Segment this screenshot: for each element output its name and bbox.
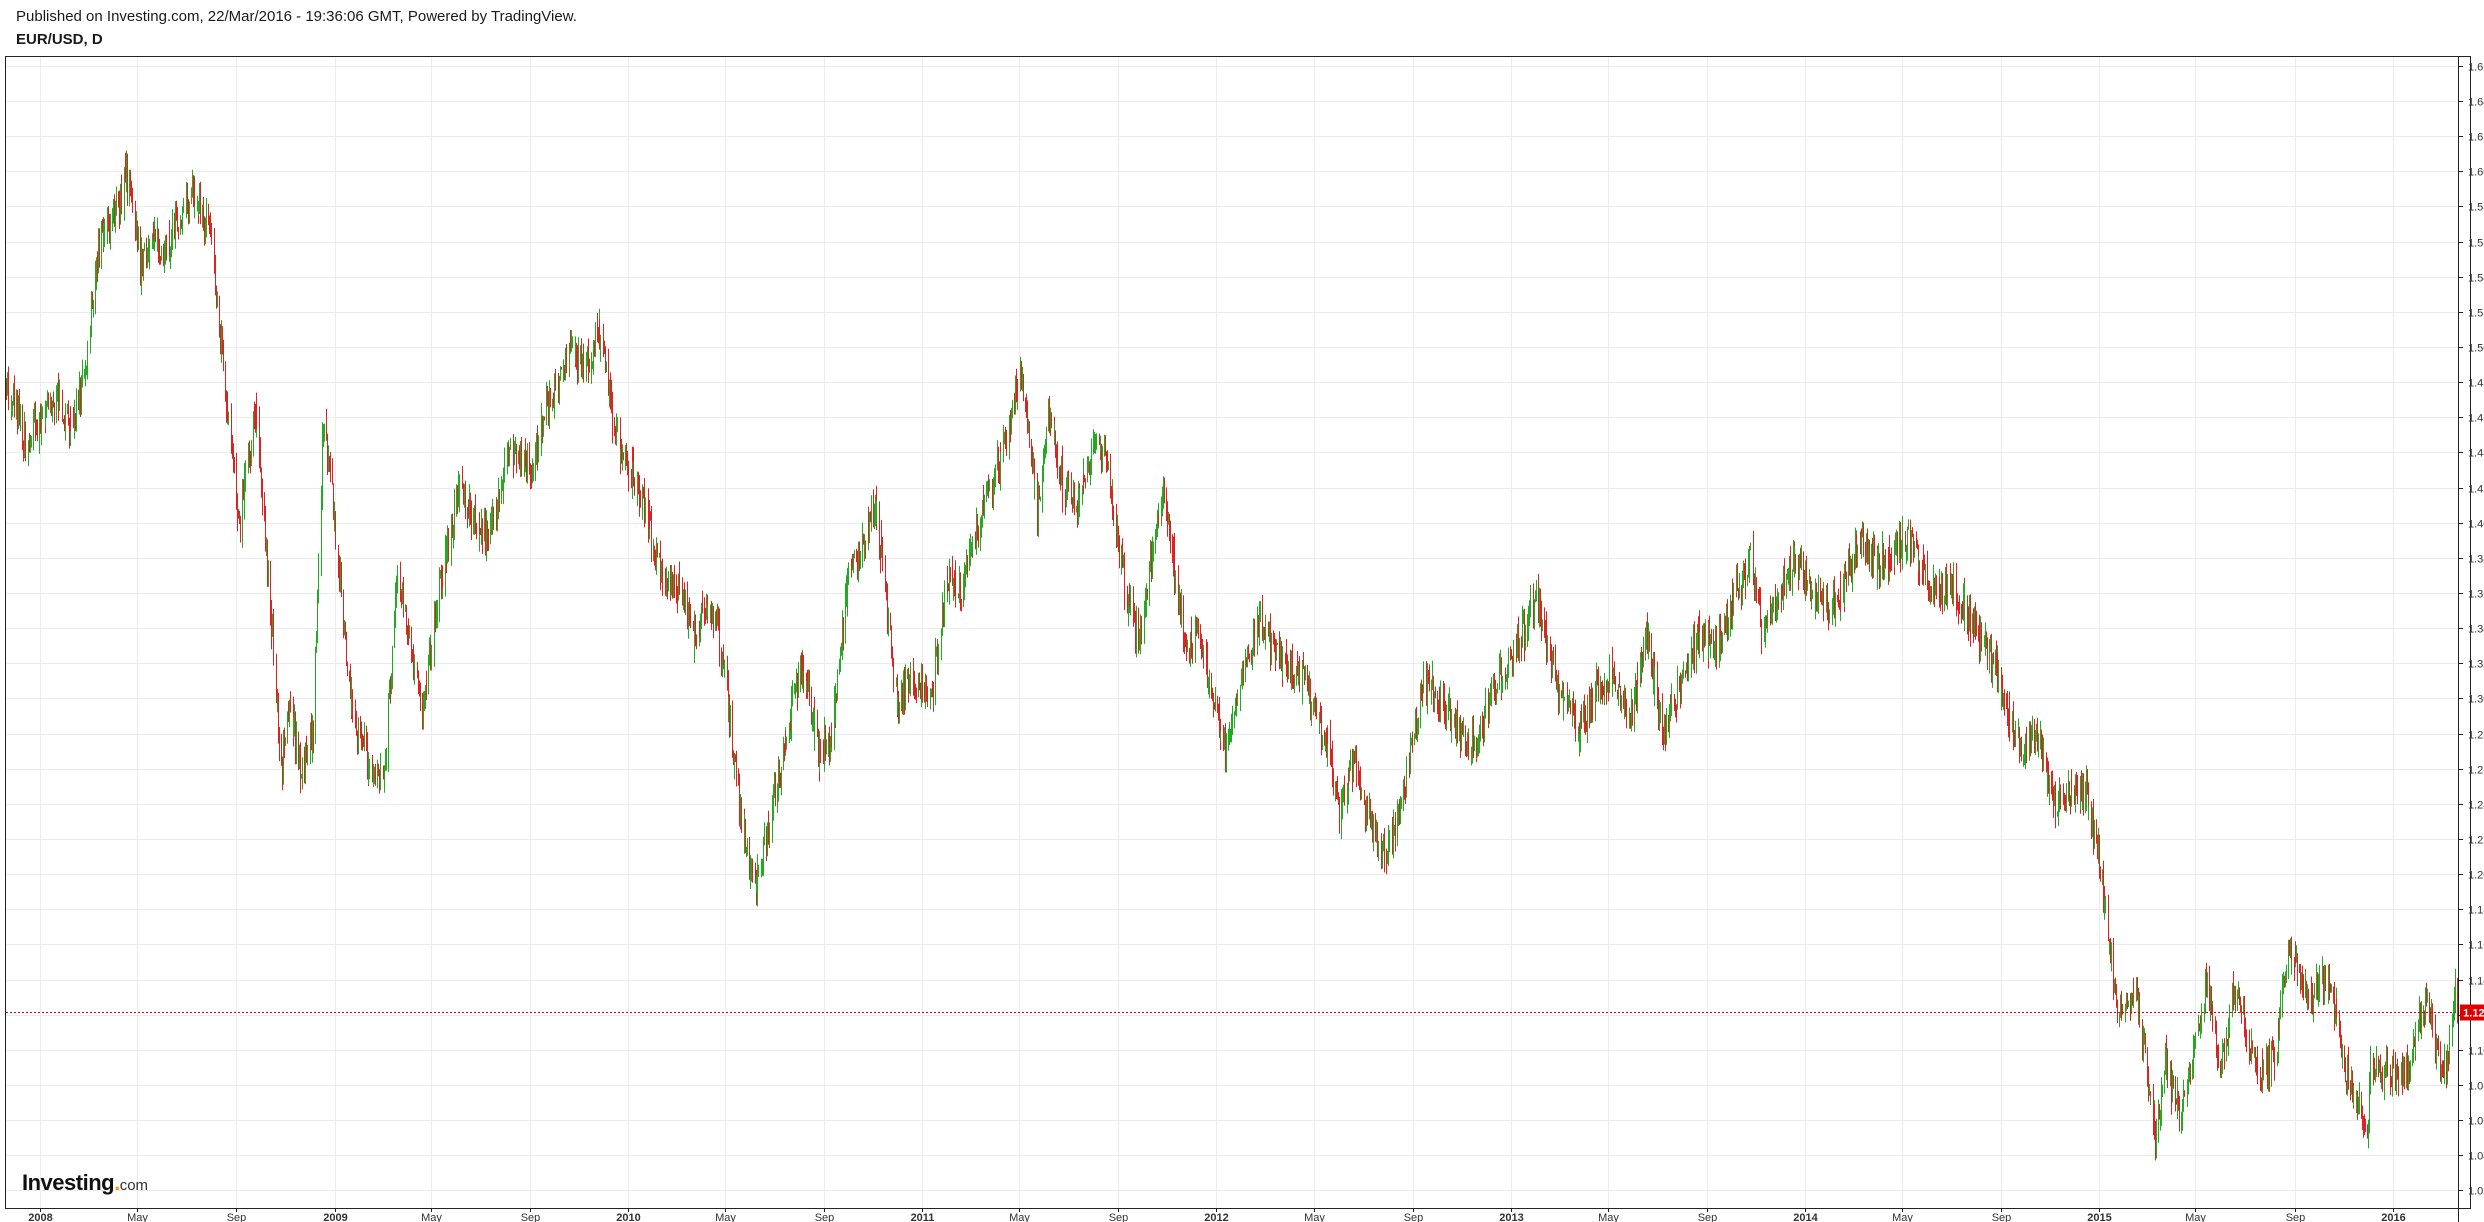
time-tick-label: 2008 xyxy=(28,1212,52,1222)
price-tick-label: 1.2600 xyxy=(2468,765,2484,777)
time-tick-label: May xyxy=(127,1212,148,1222)
price-tick-label: 1.6400 xyxy=(2468,97,2484,109)
time-axis[interactable]: 2008 May Sep 2009 May Sep 2010 May Sep 2011 May Sep… xyxy=(6,1208,2470,1222)
time-tick-label: Sep xyxy=(815,1212,835,1222)
price-tick-label: 1.4200 xyxy=(2468,484,2484,496)
price-tick-label: 1.3200 xyxy=(2468,659,2484,671)
price-tick-label: 1.3400 xyxy=(2468,624,2484,636)
last-price-badge xyxy=(2460,1004,2484,1021)
price-tick-label: 1.6000 xyxy=(2468,167,2484,179)
time-tick-label: 2013 xyxy=(1499,1212,1523,1222)
price-tick-label: 1.1800 xyxy=(2468,905,2484,917)
time-tick-label: Sep xyxy=(1109,1212,1129,1222)
price-tick-label: 1.0800 xyxy=(2468,1081,2484,1093)
price-tick-label: 1.5400 xyxy=(2468,273,2484,285)
symbol-title: EUR/USD, D xyxy=(16,31,103,48)
time-tick-label: 2012 xyxy=(1204,1212,1228,1222)
last-price-label: 1.1218 xyxy=(2463,1008,2484,1020)
price-tick-label: 1.4400 xyxy=(2468,448,2484,460)
price-tick-label: 1.5000 xyxy=(2468,343,2484,355)
time-tick-label: Sep xyxy=(227,1212,247,1222)
price-tick-label: 1.6600 xyxy=(2468,62,2484,74)
time-tick-label: 2015 xyxy=(2087,1212,2111,1222)
time-tick-label: 2009 xyxy=(323,1212,347,1222)
investing-logo: Investing.com xyxy=(22,1170,149,1195)
grid-layer xyxy=(6,57,2458,1208)
price-axis[interactable]: 1.02001.04001.06001.08001.10001.12001.14… xyxy=(2458,62,2484,1198)
price-tick-label: 1.1600 xyxy=(2468,940,2484,952)
time-tick-label: Sep xyxy=(1698,1212,1718,1222)
plot-frame xyxy=(5,56,2471,1209)
time-tick-label: Sep xyxy=(2286,1212,2306,1222)
price-tick-label: 1.2000 xyxy=(2468,870,2484,882)
time-tick-label: 2016 xyxy=(2381,1212,2405,1222)
time-tick-label: May xyxy=(2185,1212,2206,1222)
candle-layer xyxy=(6,150,2459,1161)
published-caption: Published on Investing.com, 22/Mar/2016 … xyxy=(16,8,577,25)
price-tick-label: 1.5600 xyxy=(2468,238,2484,250)
price-tick-label: 1.2800 xyxy=(2468,730,2484,742)
time-tick-label: May xyxy=(715,1212,736,1222)
price-tick-label: 1.3600 xyxy=(2468,589,2484,601)
price-tick-label: 1.3800 xyxy=(2468,554,2484,566)
price-tick-label: 1.5800 xyxy=(2468,202,2484,214)
time-tick-label: 2014 xyxy=(1793,1212,1818,1222)
time-tick-label: May xyxy=(1304,1212,1325,1222)
price-tick-label: 1.1400 xyxy=(2468,976,2484,988)
time-tick-label: May xyxy=(1009,1212,1030,1222)
price-tick-label: 1.0600 xyxy=(2468,1116,2484,1128)
time-tick-label: May xyxy=(421,1212,442,1222)
time-tick-label: May xyxy=(1892,1212,1913,1222)
time-tick-label: Sep xyxy=(1404,1212,1424,1222)
price-tick-label: 1.3000 xyxy=(2468,694,2484,706)
price-tick-label: 1.1000 xyxy=(2468,1046,2484,1058)
time-tick-label: Sep xyxy=(521,1212,541,1222)
time-tick-label: 2010 xyxy=(616,1212,640,1222)
time-tick-label: 2011 xyxy=(911,1212,935,1222)
price-tick-label: 1.5200 xyxy=(2468,308,2484,320)
time-tick-label: Sep xyxy=(1992,1212,2012,1222)
price-tick-label: 1.0200 xyxy=(2468,1186,2484,1198)
time-tick-label: May xyxy=(1598,1212,1619,1222)
price-tick-label: 1.2400 xyxy=(2468,800,2484,812)
price-tick-label: 1.4000 xyxy=(2468,519,2484,531)
price-tick-label: 1.4600 xyxy=(2468,413,2484,425)
price-tick-label: 1.6200 xyxy=(2468,132,2484,144)
price-tick-label: 1.0400 xyxy=(2468,1151,2484,1163)
price-tick-label: 1.4800 xyxy=(2468,378,2484,390)
